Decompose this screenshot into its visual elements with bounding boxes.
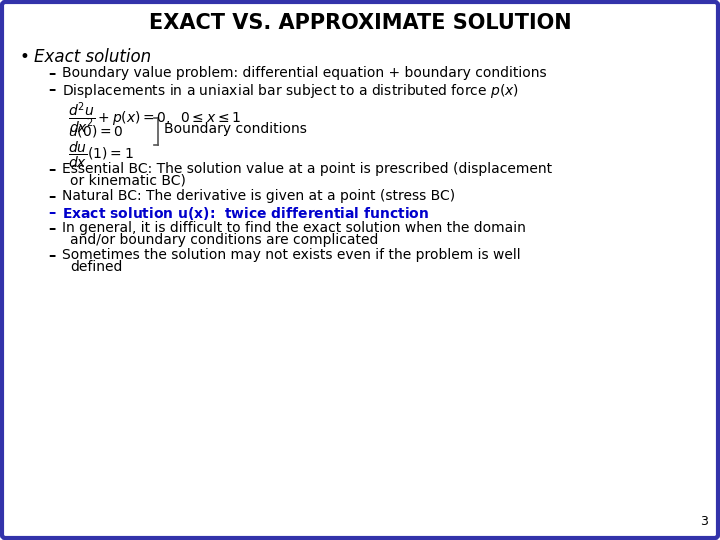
Text: $u(0) = 0$: $u(0) = 0$ [68, 123, 123, 139]
Text: –: – [48, 189, 55, 204]
Text: •: • [20, 48, 30, 66]
Text: In general, it is difficult to find the exact solution when the domain: In general, it is difficult to find the … [62, 221, 526, 235]
Text: –: – [48, 66, 55, 81]
Text: $\dfrac{du}{dx}(1) = 1$: $\dfrac{du}{dx}(1) = 1$ [68, 140, 134, 170]
Text: Essential BC: The solution value at a point is prescribed (displacement: Essential BC: The solution value at a po… [62, 162, 552, 176]
Text: Natural BC: The derivative is given at a point (stress BC): Natural BC: The derivative is given at a… [62, 189, 455, 203]
Text: Sometimes the solution may not exists even if the problem is well: Sometimes the solution may not exists ev… [62, 248, 521, 262]
Text: defined: defined [70, 260, 122, 274]
Text: $\dfrac{d^2u}{dx^2} + p(x) = 0, \;\; 0 \leq x \leq 1$: $\dfrac{d^2u}{dx^2} + p(x) = 0, \;\; 0 \… [68, 100, 241, 136]
Text: EXACT VS. APPROXIMATE SOLUTION: EXACT VS. APPROXIMATE SOLUTION [149, 13, 571, 33]
Text: or kinematic BC): or kinematic BC) [70, 174, 186, 188]
Text: –: – [48, 221, 55, 236]
Text: Exact solution: Exact solution [34, 48, 151, 66]
Text: 3: 3 [700, 515, 708, 528]
Text: Displacements in a uniaxial bar subject to a distributed force $p(x)$: Displacements in a uniaxial bar subject … [62, 82, 519, 100]
Text: Boundary conditions: Boundary conditions [164, 123, 307, 137]
Text: –: – [48, 162, 55, 177]
Text: –: – [48, 205, 55, 220]
Text: and/or boundary conditions are complicated: and/or boundary conditions are complicat… [70, 233, 379, 247]
Text: –: – [48, 82, 55, 97]
Text: –: – [48, 248, 55, 263]
Text: Boundary value problem: differential equation + boundary conditions: Boundary value problem: differential equ… [62, 66, 546, 80]
Text: Exact solution $\mathbf{u(x)}$:  twice differential function: Exact solution $\mathbf{u(x)}$: twice di… [62, 205, 429, 222]
